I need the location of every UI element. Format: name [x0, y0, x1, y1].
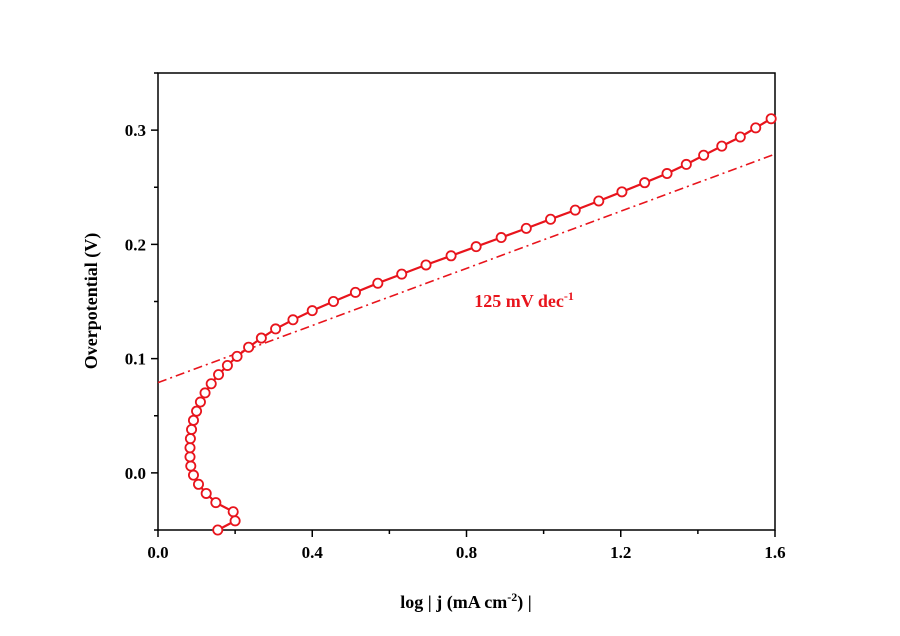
data-point [470, 241, 482, 253]
y-axis-title: Overpotential (V) [81, 233, 102, 369]
data-point [639, 177, 651, 189]
data-point [185, 460, 197, 472]
y-tick-label: 0.2 [125, 235, 146, 254]
data-point [306, 305, 318, 317]
data-point [545, 213, 557, 225]
data-point [750, 122, 762, 134]
y-tick-label: 0.3 [125, 121, 146, 140]
data-point [184, 433, 196, 445]
x-axis-tick-labels: 0.0 0.4 0.8 1.2 1.6 [147, 543, 785, 562]
data-point [187, 414, 199, 426]
data-point [372, 277, 384, 289]
data-point [187, 469, 199, 481]
data-point [349, 286, 361, 298]
data-point [200, 487, 212, 499]
data-point [186, 423, 198, 435]
data-point [229, 515, 241, 527]
data-point [184, 442, 196, 454]
data-point [255, 332, 267, 344]
data-point [327, 295, 339, 307]
data-point [205, 378, 217, 390]
y-axis-tick-labels: 0.0 0.1 0.2 0.3 [125, 121, 146, 483]
data-point [420, 259, 432, 271]
data-point [661, 168, 673, 180]
data-point [212, 524, 224, 536]
y-axis-ticks [151, 72, 158, 531]
data-point [495, 232, 507, 244]
x-tick-label: 1.6 [764, 543, 785, 562]
data-point [231, 350, 243, 362]
data-point [184, 451, 196, 463]
data-point [569, 204, 581, 216]
y-tick-label: 0.1 [125, 350, 146, 369]
x-tick-label: 0.8 [456, 543, 477, 562]
data-point [716, 140, 728, 152]
data-point [270, 323, 282, 335]
x-axis-title-superscript: -2 [507, 590, 517, 604]
plot-frame [157, 72, 776, 531]
data-point [520, 222, 532, 234]
x-axis-ticks [157, 530, 776, 537]
data-point [210, 497, 222, 509]
tafel-fit-line [157, 153, 776, 384]
y-tick-label: 0.0 [125, 464, 146, 483]
data-point [698, 149, 710, 161]
data-point [593, 195, 605, 207]
x-axis-title: log | j (mA cm-2) | [400, 590, 531, 613]
data-point [243, 341, 255, 353]
data-point [734, 131, 746, 143]
data-point [194, 396, 206, 408]
slope-annotation: 125 mV dec-1 [474, 289, 574, 311]
data-point [227, 506, 239, 518]
data-point [396, 268, 408, 280]
x-tick-label: 0.4 [302, 543, 324, 562]
data-point [199, 387, 211, 399]
plot-area [157, 113, 777, 536]
x-tick-label: 0.0 [147, 543, 168, 562]
x-tick-label: 1.2 [610, 543, 631, 562]
data-point [287, 314, 299, 326]
data-point [191, 405, 203, 417]
data-point [680, 158, 692, 170]
slope-annotation-superscript: -1 [564, 289, 574, 303]
data-point [192, 478, 204, 490]
data-point [616, 186, 628, 198]
data-point [221, 359, 233, 371]
data-point [445, 250, 457, 262]
data-point [765, 113, 777, 125]
data-point [213, 369, 225, 381]
